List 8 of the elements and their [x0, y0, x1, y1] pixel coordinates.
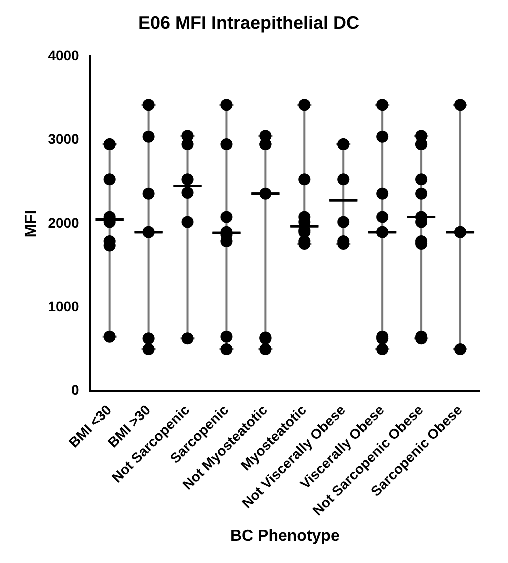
y-tick-label: 2000: [48, 214, 80, 231]
y-tick-label: 0: [72, 382, 80, 398]
y-tick-label: 1000: [48, 298, 80, 314]
y-tick-label: 3000: [48, 131, 80, 148]
chart-title: E06 MFI Intraepithelial DC: [138, 12, 360, 33]
x-axis-title: BC Phenotype: [230, 528, 340, 545]
y-axis-title: MFI: [23, 210, 40, 238]
y-tick-label: 4000: [48, 47, 80, 64]
